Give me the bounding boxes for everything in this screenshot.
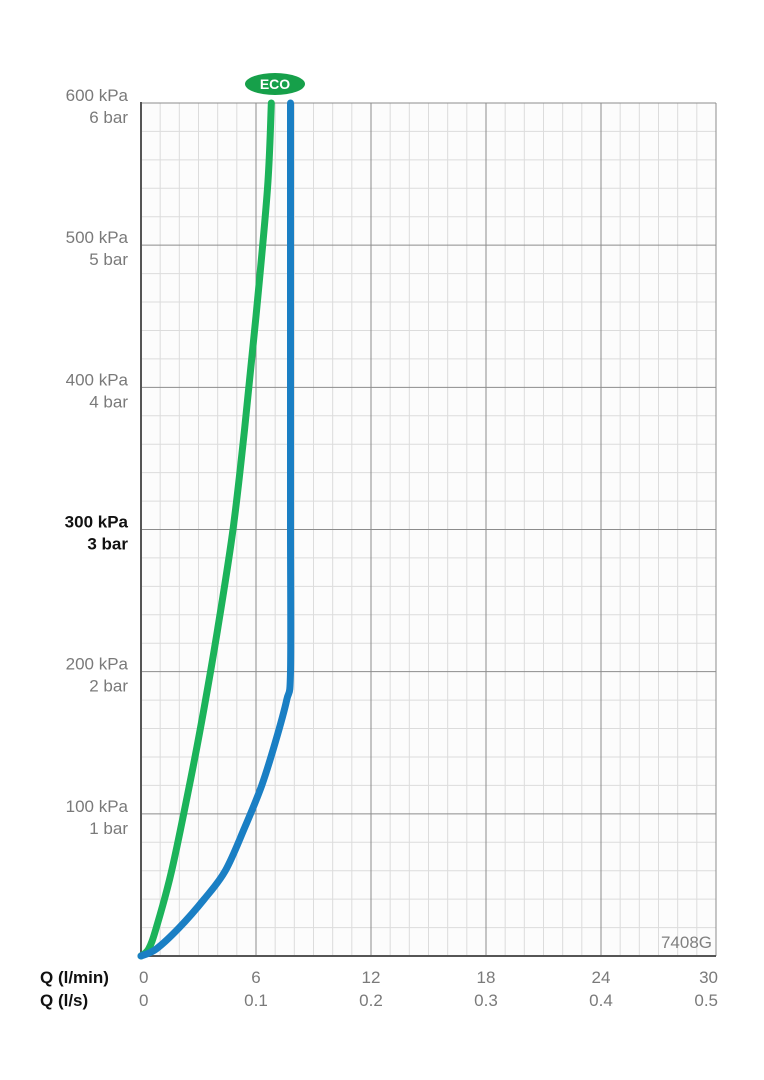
x-tick-label-lmin: 18 — [477, 968, 496, 987]
x-tick-label-lmin: 24 — [592, 968, 611, 987]
grid-major — [140, 102, 717, 957]
y-tick-label-kpa: 300 kPa — [65, 513, 129, 532]
y-tick-label-bar: 4 bar — [89, 392, 128, 411]
x-tick-label-ls: 0.5 — [694, 991, 718, 1010]
series-line-1 — [137, 99, 275, 960]
y-tick-label-kpa: 600 kPa — [66, 86, 129, 105]
x-tick-label-lmin: 12 — [362, 968, 381, 987]
x-tick-label-ls: 0.3 — [474, 991, 498, 1010]
y-tick-label-bar: 6 bar — [89, 108, 128, 127]
eco-badge-label: ECO — [260, 76, 290, 92]
series-line-2 — [137, 99, 295, 960]
x-tick-label-lmin: 30 — [699, 968, 718, 987]
x-axis-title-ls: Q (l/s) — [40, 991, 88, 1010]
y-tick-label-kpa: 200 kPa — [66, 655, 129, 674]
x-tick-label-lmin: 6 — [251, 968, 260, 987]
x-tick-label-ls: 0.1 — [244, 991, 268, 1010]
x-tick-label-lmin: 0 — [139, 968, 148, 987]
y-tick-label-kpa: 500 kPa — [66, 228, 129, 247]
series-group — [137, 99, 295, 960]
x-axis-labels: 0 0 6 0.1 12 0.2 18 0.3 24 0.4 30 0.5 — [139, 968, 718, 1010]
y-tick-label-bar: 5 bar — [89, 250, 128, 269]
y-tick-label-bar: 3 bar — [87, 535, 128, 554]
y-tick-label-bar: 2 bar — [89, 677, 128, 696]
y-tick-label-bar: 1 bar — [89, 819, 128, 838]
x-tick-label-ls: 0.2 — [359, 991, 383, 1010]
model-code: 7408G — [661, 933, 712, 952]
eco-badge: ECO — [245, 73, 305, 95]
y-tick-label-kpa: 100 kPa — [66, 797, 129, 816]
x-tick-label-ls: 0 — [139, 991, 148, 1010]
y-axis-labels: 100 kPa 1 bar 200 kPa 2 bar 300 kPa 3 bar 400 … — [65, 86, 129, 838]
x-tick-label-ls: 0.4 — [589, 991, 613, 1010]
y-tick-label-kpa: 400 kPa — [66, 370, 129, 389]
x-axis-title-lmin: Q (l/min) — [40, 968, 109, 987]
eco-badge-background — [245, 73, 305, 95]
